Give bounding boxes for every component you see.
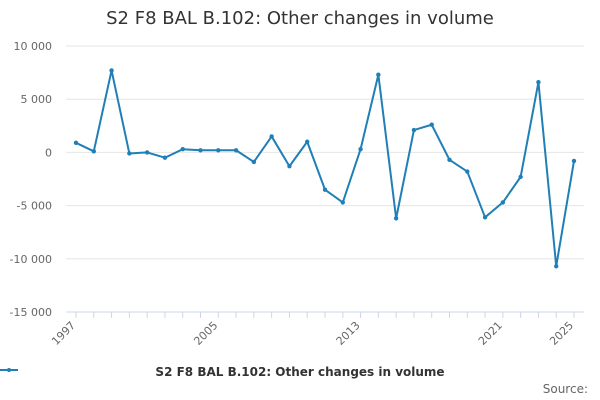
data-point[interactable]: [322, 187, 328, 192]
data-point[interactable]: [482, 215, 488, 220]
series-layer: [73, 68, 577, 269]
data-point[interactable]: [465, 169, 470, 174]
y-tick-label: 10 000: [14, 40, 53, 53]
x-tick-label: 1997: [49, 319, 78, 348]
y-tick-label: 0: [45, 146, 52, 159]
data-point[interactable]: [393, 216, 399, 221]
data-point[interactable]: [91, 149, 96, 154]
data-point[interactable]: [340, 200, 345, 205]
x-tick-label: 2021: [476, 319, 505, 348]
data-point[interactable]: [571, 158, 577, 164]
data-point[interactable]: [376, 72, 381, 77]
data-point[interactable]: [269, 134, 274, 139]
data-point[interactable]: [411, 127, 417, 133]
data-point[interactable]: [144, 150, 150, 155]
data-point[interactable]: [233, 148, 239, 153]
data-point[interactable]: [162, 155, 168, 160]
data-point[interactable]: [447, 157, 452, 163]
x-tick-label: 2005: [191, 319, 220, 348]
chart-title: S2 F8 BAL B.102: Other changes in volume: [106, 8, 494, 29]
data-point[interactable]: [305, 139, 310, 144]
x-tick-label: 2025: [547, 319, 576, 348]
x-tick-label: 2013: [334, 319, 363, 348]
data-point[interactable]: [287, 164, 292, 169]
data-point[interactable]: [180, 147, 185, 152]
source-credit[interactable]: Source:: [542, 382, 588, 396]
data-point[interactable]: [518, 174, 523, 180]
y-tick-label: -5 000: [17, 200, 52, 213]
data-point[interactable]: [500, 200, 506, 205]
legend-label: S2 F8 BAL B.102: Other changes in volume: [155, 365, 445, 379]
y-tick-label: -10 000: [10, 253, 52, 266]
y-tick-label: -15 000: [10, 306, 52, 319]
series-line: [75, 69, 575, 268]
data-point[interactable]: [109, 68, 114, 73]
data-point[interactable]: [536, 79, 541, 85]
data-point[interactable]: [127, 151, 132, 156]
data-point[interactable]: [73, 140, 79, 146]
data-point[interactable]: [251, 159, 257, 165]
data-point[interactable]: [554, 264, 559, 269]
y-tick-label: 5 000: [21, 93, 53, 106]
legend[interactable]: S2 F8 BAL B.102: Other changes in volume: [0, 365, 600, 379]
data-point[interactable]: [429, 122, 434, 127]
data-point[interactable]: [216, 148, 221, 153]
data-point[interactable]: [358, 147, 363, 152]
legend-swatch-icon: [0, 368, 18, 372]
grid-lines: [66, 45, 584, 313]
data-point[interactable]: [198, 148, 203, 153]
